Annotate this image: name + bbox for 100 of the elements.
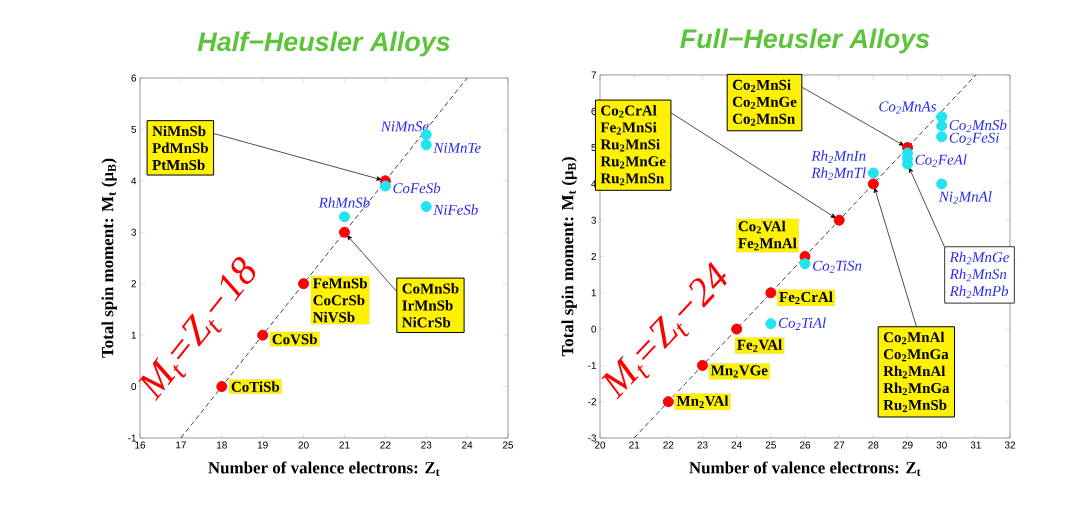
annotation: PtMnSb: [152, 159, 205, 171]
annotation: CoTiSb: [231, 381, 280, 392]
annotation: Co$_{2}$VAl: [738, 220, 786, 234]
annotation: Co$_{2}$FeAl: [915, 154, 967, 167]
x-tick-label: 20: [594, 441, 606, 449]
x-tick-label: 23: [421, 441, 432, 449]
x-tick-label: 22: [663, 441, 674, 449]
point: [867, 167, 879, 179]
annotation: CoCrSb: [313, 294, 365, 306]
annotation: Co$_{2}$MnAl: [883, 331, 945, 345]
annotation: Co$_{2}$MnGa: [883, 349, 949, 362]
point: [216, 381, 228, 393]
x-tick-label: 25: [765, 441, 776, 449]
annotation: NiMnTe: [433, 142, 481, 153]
x-tick-label: 17: [176, 441, 186, 449]
x-tick-label: 29: [902, 441, 913, 449]
annotation: Co$_{2}$CrAl: [601, 105, 657, 118]
y-tick-label: -2: [588, 398, 596, 406]
annotation: Rh$_{2}$MnSn: [949, 268, 1007, 282]
annotation: Rh$_{2}$MnPb: [949, 285, 1009, 299]
annotation: Co$_{2}$MnAs: [879, 101, 937, 114]
x-tick-label: 30: [936, 441, 947, 449]
point: [765, 318, 777, 330]
annotation: Rh$_{2}$MnGe: [949, 251, 1010, 265]
point: [936, 131, 948, 143]
annotation: Co$_{2}$FeSi: [949, 132, 999, 145]
y-tick-label: 2: [591, 253, 596, 260]
annotation: Rh$_{2}$MnIn: [811, 150, 866, 163]
annotation: CoMnSb: [402, 283, 459, 294]
x-axis-title: Number of valence electrons: Z$_{t}$: [208, 461, 440, 477]
annotation: Rh$_{2}$MnAl: [883, 365, 946, 379]
point: [338, 211, 350, 223]
annotation: Ru$_{2}$MnSi: [600, 138, 660, 152]
y-tick-label: 4: [591, 180, 597, 188]
x-tick-label: 22: [380, 441, 391, 449]
y-tick-label: 0: [131, 383, 137, 391]
x-tick-label: 18: [217, 441, 227, 449]
chart-title: Half−Heusler Alloys: [197, 31, 450, 57]
y-tick-label: 6: [131, 74, 137, 82]
x-tick-label: 20: [298, 441, 309, 449]
point: [697, 359, 709, 371]
annotation: Mn$_{2}$VAl: [676, 395, 729, 408]
annotation: Fe$_{2}$MnSi: [600, 122, 657, 135]
point: [799, 258, 811, 270]
y-tick-label: -3: [588, 434, 597, 442]
y-tick-label: 4: [131, 177, 137, 185]
y-tick-label: 1: [591, 289, 597, 297]
annotation: NiVSb: [313, 311, 355, 323]
x-tick-label: 16: [135, 441, 146, 449]
annotation: Rh$_{2}$MnGa: [883, 382, 950, 396]
annotation: Co$_{2}$MnGe: [732, 96, 797, 109]
annotation: Fe$_{2}$VAl: [737, 339, 782, 352]
annotation: Co$_{2}$MnSi: [732, 79, 791, 92]
x-tick-label: 31: [970, 441, 981, 449]
point: [338, 226, 350, 238]
y-tick-label: 3: [591, 216, 597, 224]
point: [867, 178, 879, 190]
x-tick-label: 32: [1004, 441, 1016, 449]
x-tick-label: 21: [339, 441, 350, 449]
annotation: IrMnSb: [402, 300, 453, 311]
annotation: NiMnSe: [380, 121, 429, 132]
point: [833, 214, 845, 226]
point: [765, 287, 777, 299]
y-tick-label: -1: [128, 434, 137, 442]
annotation: Co$_{2}$MnSn: [732, 113, 795, 126]
annotation: Fe$_{2}$MnAl: [738, 237, 797, 251]
y-tick-label: 7: [591, 71, 596, 79]
x-tick-label: 25: [502, 441, 514, 449]
point: [298, 278, 310, 290]
annotation: NiFeSb: [433, 204, 478, 215]
annotation: CoVSb: [272, 333, 317, 345]
x-axis-title: Number of valence electrons: Z$_{t}$: [689, 461, 921, 477]
x-tick-label: 19: [257, 441, 268, 449]
chart-title: Full−Heusler Alloys: [680, 28, 930, 54]
annotation: Co$_{2}$TiAl: [778, 317, 826, 330]
annotation: Ru$_{2}$MnSn: [600, 173, 665, 186]
x-tick-label: 21: [629, 441, 640, 449]
y-tick-label: 0: [591, 325, 597, 333]
annotation: Rh$_{2}$MnTl: [811, 167, 866, 180]
y-tick-label: 3: [131, 228, 137, 236]
y-tick-label: 6: [591, 107, 597, 115]
y-tick-label: -1: [588, 361, 597, 369]
annotation: Co$_{2}$TiSn: [813, 260, 862, 273]
point: [936, 178, 948, 190]
y-tick-label: 5: [591, 144, 597, 152]
y-axis-title: Total spin moment: M$_{t}$ (μ$_{B}$): [561, 157, 577, 357]
point: [379, 180, 391, 192]
annotation: PdMnSb: [152, 142, 208, 154]
x-tick-label: 24: [462, 441, 473, 449]
point: [731, 323, 743, 335]
point: [936, 120, 948, 132]
y-tick-label: 5: [131, 125, 137, 133]
point: [420, 201, 432, 213]
annotation: Ru$_{2}$MnSb: [883, 399, 947, 413]
point: [420, 139, 432, 151]
annotation: Co$_{2}$MnSb: [949, 119, 1007, 133]
annotation: Ru$_{2}$MnGe: [600, 156, 666, 169]
x-tick-label: 24: [731, 441, 742, 449]
annotation: RhMnSb: [318, 197, 370, 208]
x-tick-label: 27: [834, 441, 845, 449]
